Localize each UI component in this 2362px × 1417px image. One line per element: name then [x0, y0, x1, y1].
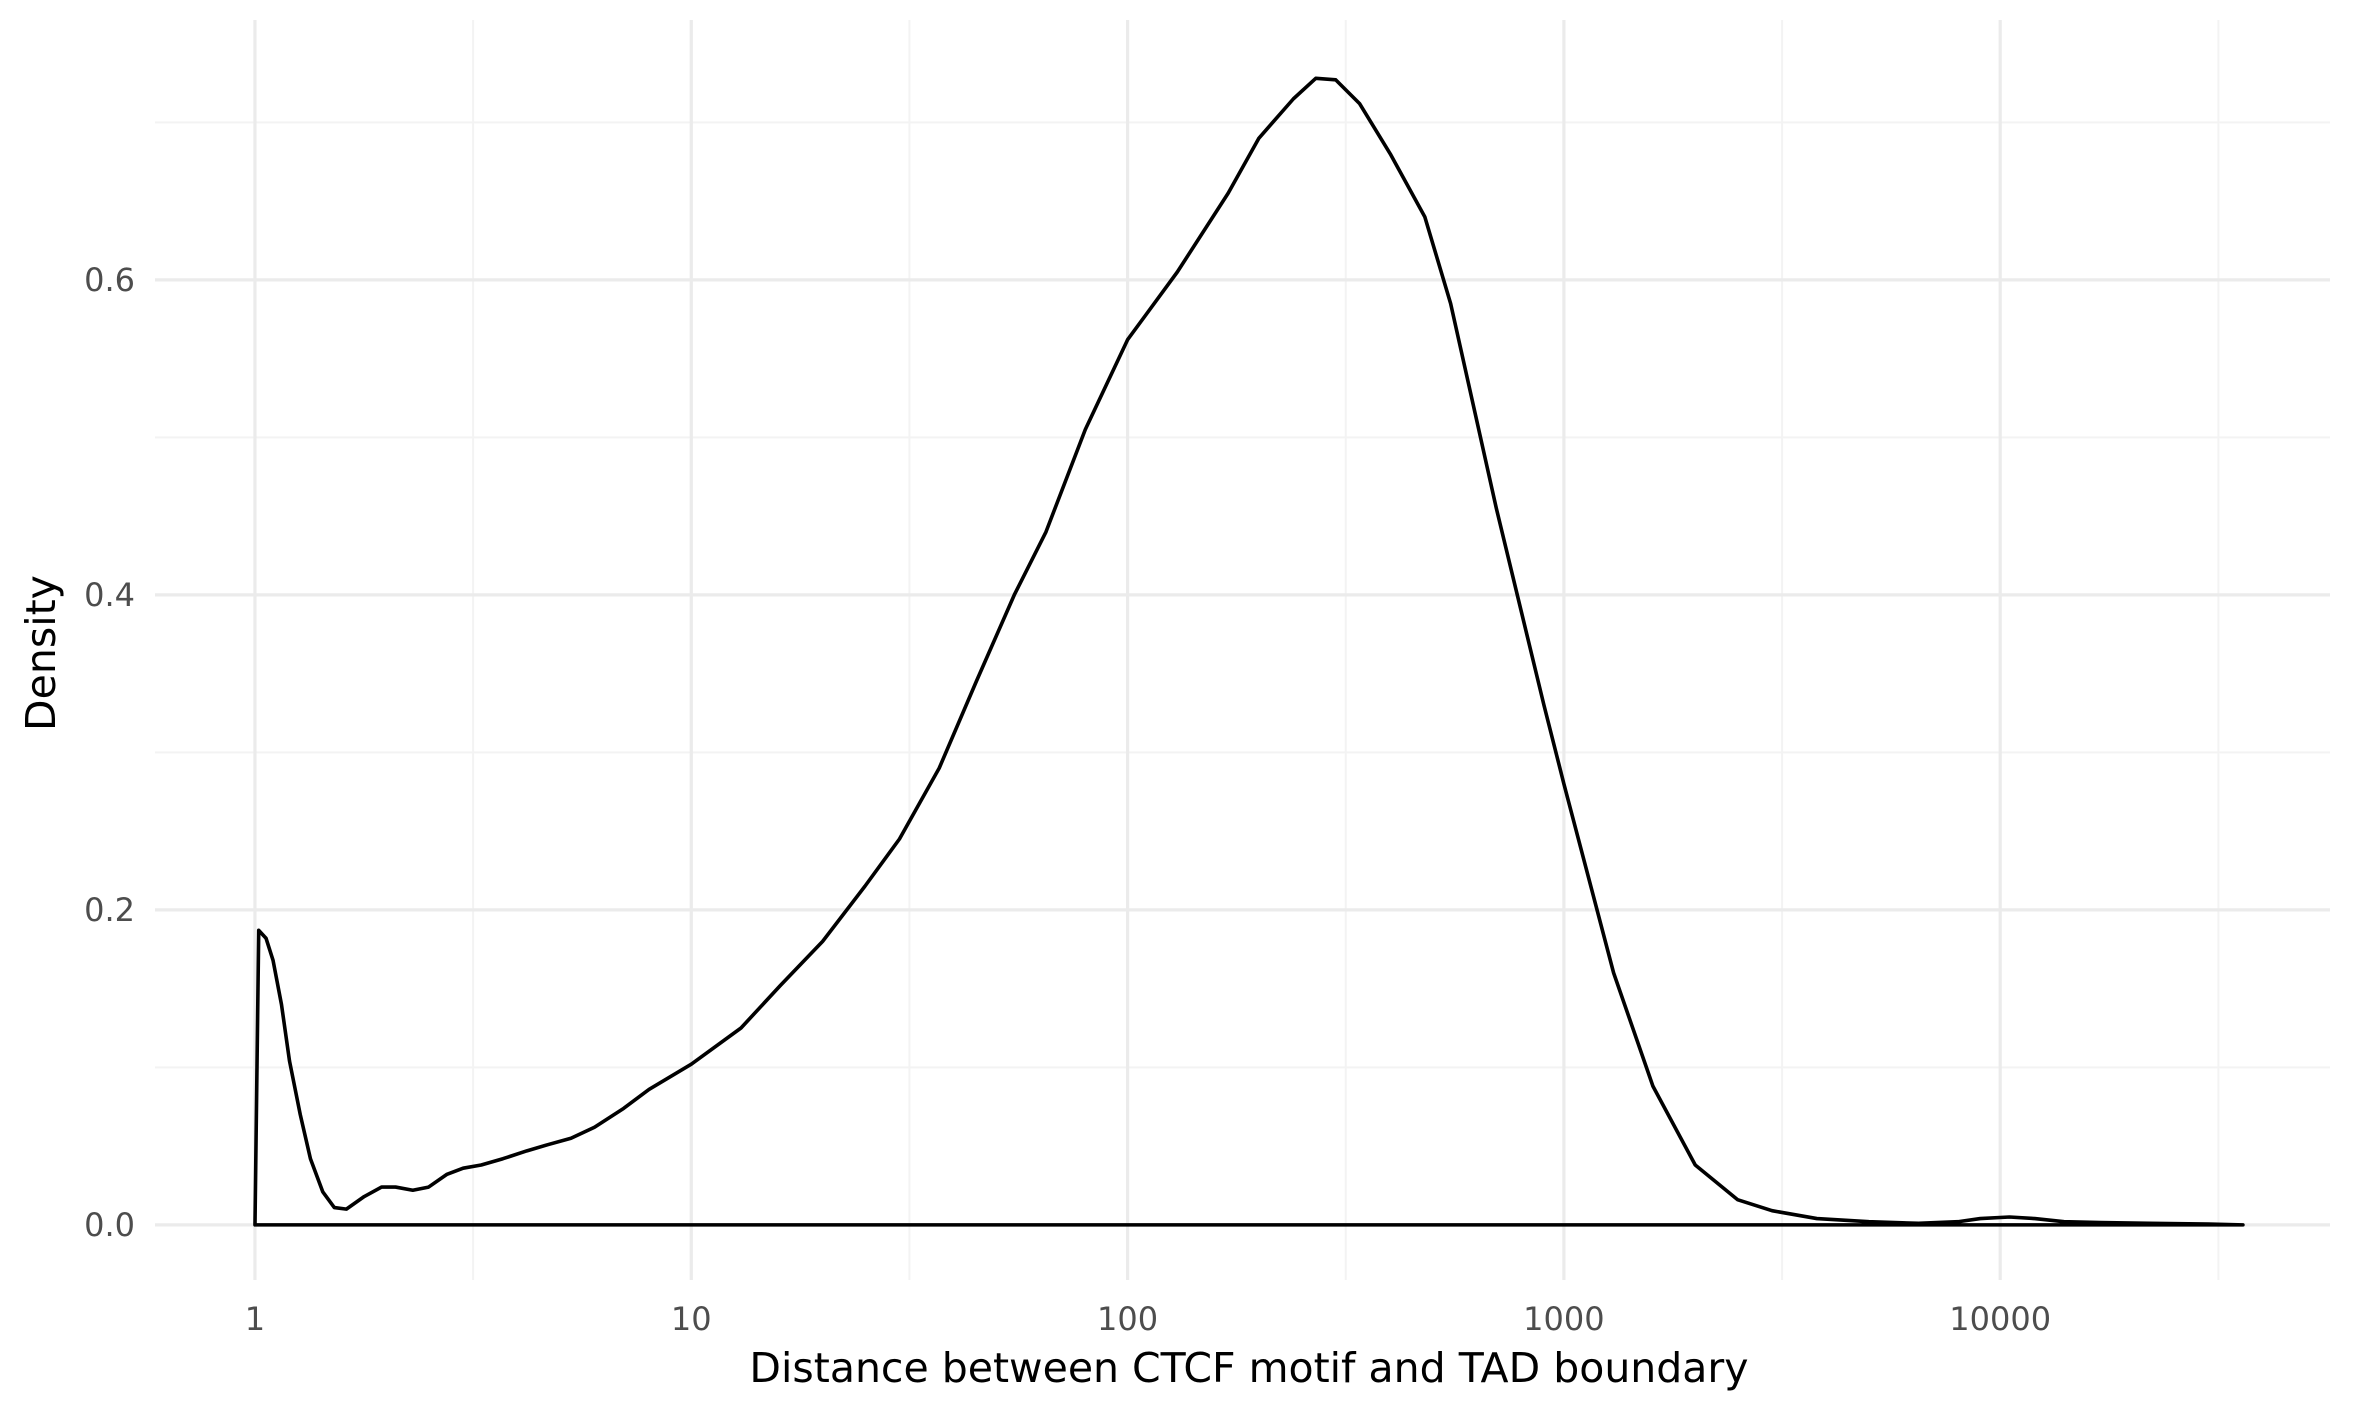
x-tick-label: 10000: [1949, 1300, 2051, 1338]
x-tick-label: 1000: [1523, 1300, 1604, 1338]
y-tick-label: 0.4: [84, 576, 135, 614]
x-axis-ticks: 1 10 100 1000 10000: [245, 1300, 2051, 1338]
density-line: [253, 76, 2245, 1227]
y-tick-label: 0.2: [84, 891, 135, 929]
minor-gridlines: [155, 20, 2330, 1280]
y-tick-label: 0.6: [84, 261, 135, 299]
x-tick-label: 1: [245, 1300, 265, 1338]
y-axis-ticks: 0.0 0.2 0.4 0.6: [84, 261, 135, 1244]
x-axis-title: Distance between CTCF motif and TAD boun…: [749, 1344, 1748, 1392]
x-tick-label: 100: [1097, 1300, 1158, 1338]
y-axis-title: Density: [17, 575, 65, 731]
y-tick-label: 0.0: [84, 1206, 135, 1244]
x-tick-label: 10: [671, 1300, 712, 1338]
density-series: [253, 76, 2245, 1227]
